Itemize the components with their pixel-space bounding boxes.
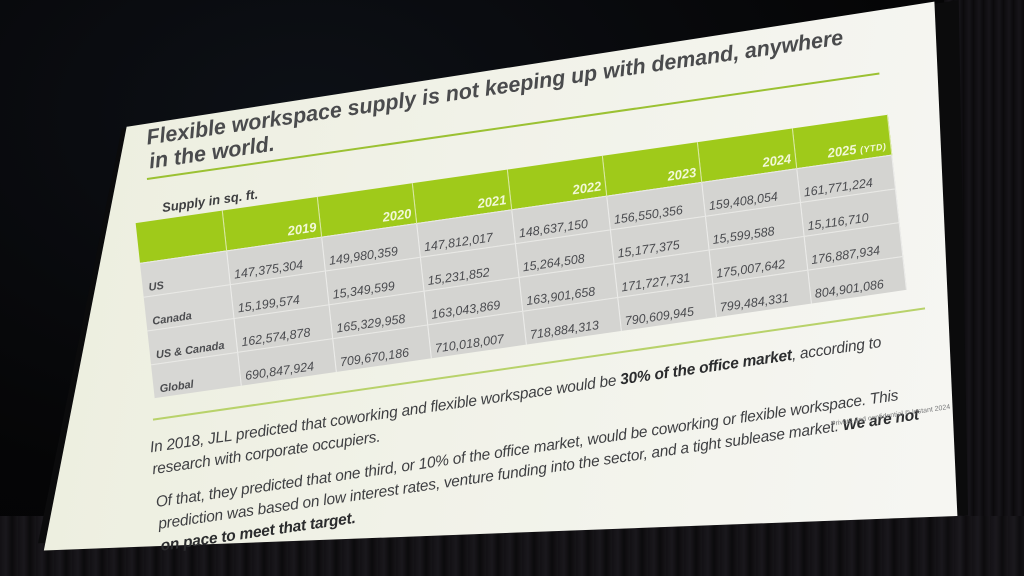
header-label: 2020 <box>381 205 413 225</box>
header-label: 2023 <box>666 164 697 184</box>
ytd-label: (YTD) <box>859 140 887 155</box>
header-label: 2025 <box>826 141 858 161</box>
paragraph-emphasis: 30% of the office market <box>619 346 793 389</box>
header-label: 2024 <box>761 150 792 170</box>
header-label: 2022 <box>571 177 602 197</box>
header-label: 2019 <box>286 218 318 238</box>
slide-content: Flexible workspace supply is not keeping… <box>135 0 951 555</box>
header-label: 2021 <box>476 191 507 211</box>
